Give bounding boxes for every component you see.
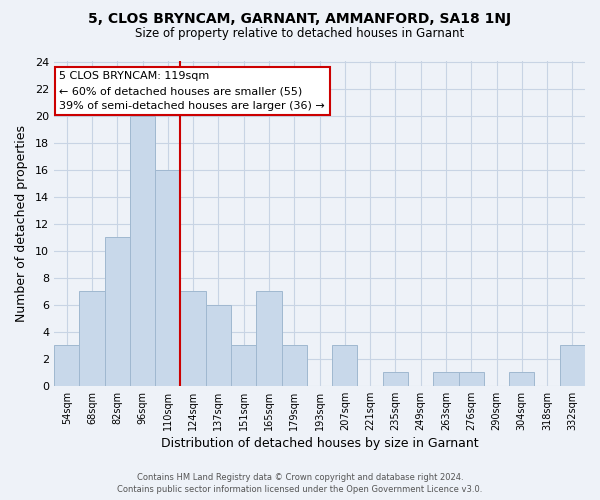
Y-axis label: Number of detached properties: Number of detached properties <box>15 125 28 322</box>
Text: Size of property relative to detached houses in Garnant: Size of property relative to detached ho… <box>136 28 464 40</box>
Bar <box>104 237 130 386</box>
Bar <box>281 346 307 386</box>
Bar <box>458 372 484 386</box>
Bar <box>79 291 104 386</box>
Bar <box>509 372 535 386</box>
Text: 5, CLOS BRYNCAM, GARNANT, AMMANFORD, SA18 1NJ: 5, CLOS BRYNCAM, GARNANT, AMMANFORD, SA1… <box>88 12 512 26</box>
Text: Contains HM Land Registry data © Crown copyright and database right 2024.
Contai: Contains HM Land Registry data © Crown c… <box>118 472 482 494</box>
Bar <box>130 116 155 386</box>
X-axis label: Distribution of detached houses by size in Garnant: Distribution of detached houses by size … <box>161 437 478 450</box>
Bar <box>256 291 281 386</box>
Text: 5 CLOS BRYNCAM: 119sqm
← 60% of detached houses are smaller (55)
39% of semi-det: 5 CLOS BRYNCAM: 119sqm ← 60% of detached… <box>59 71 325 111</box>
Bar <box>206 304 231 386</box>
Bar <box>231 346 256 386</box>
Bar <box>54 346 79 386</box>
Bar <box>181 291 206 386</box>
Bar <box>332 346 358 386</box>
Bar <box>155 170 181 386</box>
Bar <box>433 372 458 386</box>
Bar <box>560 346 585 386</box>
Bar <box>383 372 408 386</box>
